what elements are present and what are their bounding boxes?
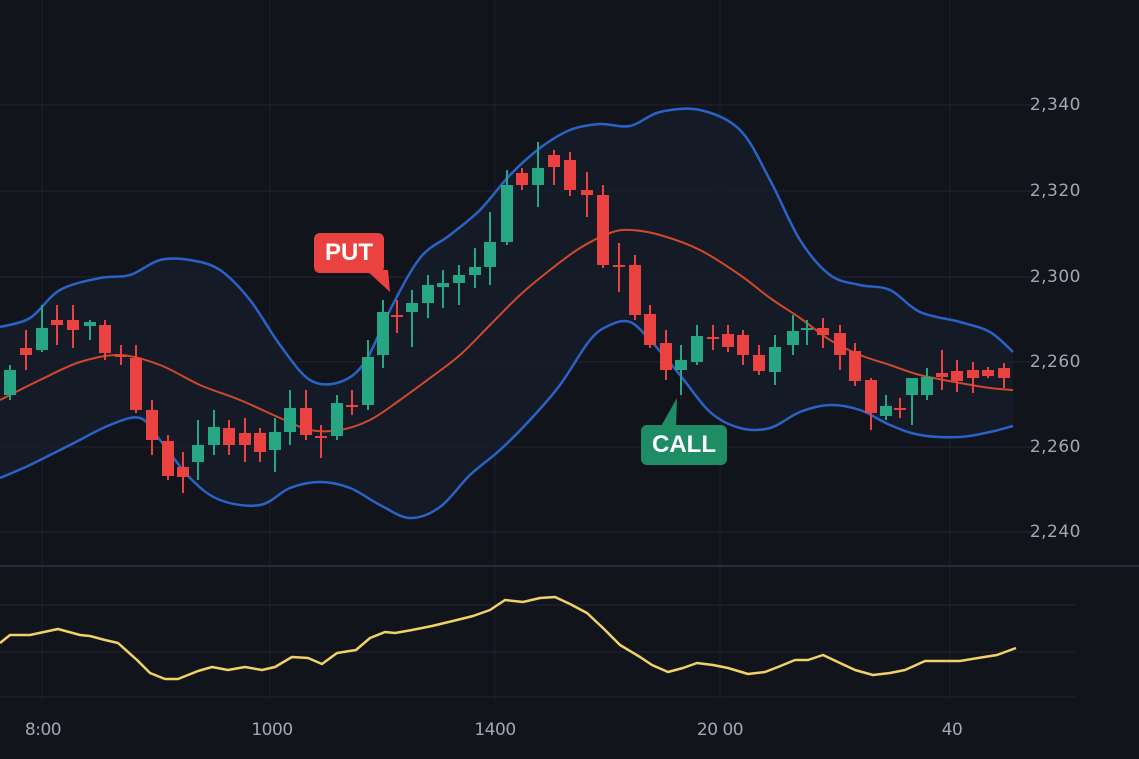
candle [269,418,281,472]
candle [315,425,327,458]
candle [51,305,63,345]
candle [753,345,765,375]
time-label: 1000 [251,720,293,740]
candle [597,185,609,268]
candle [722,325,734,352]
candle [284,390,296,445]
bollinger-band-fill [0,108,1013,518]
candle [406,290,418,347]
candle [660,330,672,380]
time-label: 40 [941,720,963,740]
candle [906,378,918,425]
candle [362,340,374,410]
candle [162,435,174,480]
price-label: 2,320 [1029,181,1081,201]
candle [707,325,719,350]
bollinger-upper-band [0,107,1014,386]
call-signal-badge[interactable]: CALL [641,425,727,465]
candle [532,142,544,207]
candles [4,142,1010,493]
candle [130,345,142,413]
candle [99,320,111,360]
candle [67,305,79,348]
candle [998,363,1010,388]
candle [936,350,948,390]
candle [20,330,32,370]
candle [84,320,96,340]
candle [951,360,963,392]
put-callout-pointer [366,270,390,292]
candle [564,152,576,196]
candle [894,398,906,418]
price-label: 2,260 [1029,437,1081,457]
candle [223,420,235,455]
call-callout-pointer [660,398,677,428]
candle [921,368,933,400]
candle [613,243,625,292]
candle [967,362,979,393]
candle [548,150,560,185]
time-label: 20 00 [696,720,744,740]
candle [453,265,465,305]
candle [192,420,204,480]
candle [346,390,358,415]
candle [377,300,389,368]
candle [801,320,813,345]
candle [422,275,434,318]
candle [880,395,892,420]
candle [437,270,449,308]
candle [817,318,829,348]
candle [516,168,528,190]
price-label: 2,340 [1029,95,1081,115]
candle [254,428,266,462]
candle [469,248,481,288]
candle [331,395,343,440]
candle [675,345,687,395]
candle [737,330,749,365]
candle [239,418,251,462]
candle [4,365,16,400]
price-label: 2,260 [1029,352,1081,372]
candle [177,452,189,493]
put-signal-badge[interactable]: PUT [314,233,384,273]
time-label: 8:00 [24,720,62,740]
candle [36,305,48,352]
candle [115,345,127,365]
candle [849,343,861,386]
candle [691,325,703,365]
candle [391,300,403,333]
time-label: 1400 [474,720,516,740]
candle [146,400,158,455]
candle [769,335,781,385]
price-label: 2,240 [1029,522,1081,542]
candle [629,255,641,320]
candle [834,325,846,370]
oscillator-line [0,595,1017,681]
candle [865,378,877,430]
candle [982,367,994,378]
candle [300,390,312,440]
candle [644,305,656,348]
candle [208,410,220,455]
candle [787,315,799,355]
candle [484,212,496,285]
candle [501,170,513,245]
candle [581,172,593,217]
price-label: 2,300 [1029,267,1081,287]
